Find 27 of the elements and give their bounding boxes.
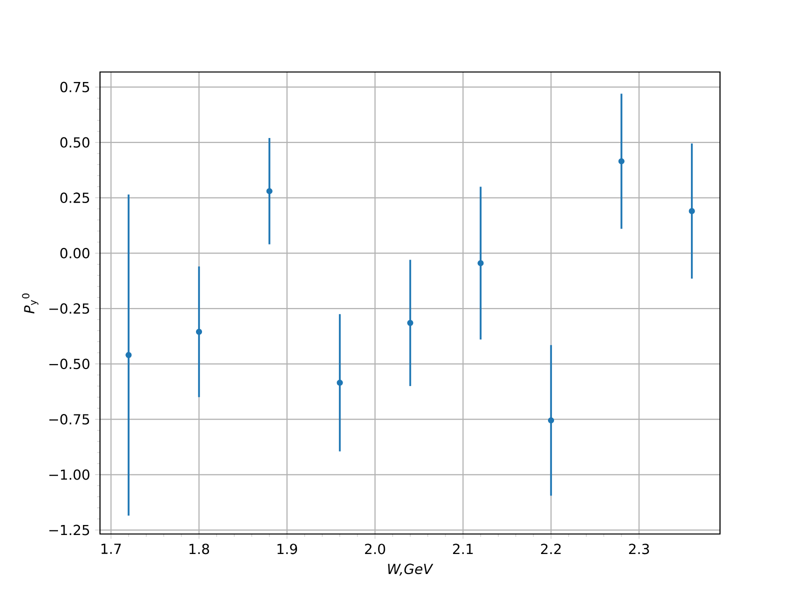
x-tick-label: 2.2 — [541, 544, 561, 554]
x-tick-label: 2.1 — [453, 544, 473, 554]
x-tick-label: 1.9 — [278, 544, 298, 554]
y-tick-label: 0.25 — [60, 192, 90, 204]
point — [548, 417, 554, 424]
y-tick-label: −0.25 — [49, 303, 90, 314]
y-tick-label: −1.25 — [49, 524, 90, 536]
point — [618, 158, 624, 164]
y-tick-label: 0.00 — [60, 248, 90, 258]
x-tick-label: 2.0 — [365, 544, 386, 554]
x-tick-label: 1.8 — [190, 544, 210, 554]
y-tick-label: 0.50 — [60, 137, 90, 148]
point — [407, 320, 414, 326]
x-axis-title: W,GeV — [388, 564, 434, 576]
point — [266, 188, 272, 194]
x-tick-label: 1.7 — [102, 544, 121, 554]
y-tick-label: −0.50 — [49, 358, 90, 370]
point — [688, 208, 695, 214]
y-axis-title: P$_{y}$0 — [22, 294, 38, 314]
y-tick-label: −0.75 — [49, 414, 90, 425]
point — [478, 260, 484, 266]
point — [126, 352, 132, 358]
y-tick-label: 0.75 — [60, 82, 90, 92]
x-tick-label: 2.3 — [629, 544, 649, 554]
point — [196, 328, 202, 335]
point — [336, 380, 343, 386]
y-tick-label: −1.00 — [49, 469, 90, 480]
